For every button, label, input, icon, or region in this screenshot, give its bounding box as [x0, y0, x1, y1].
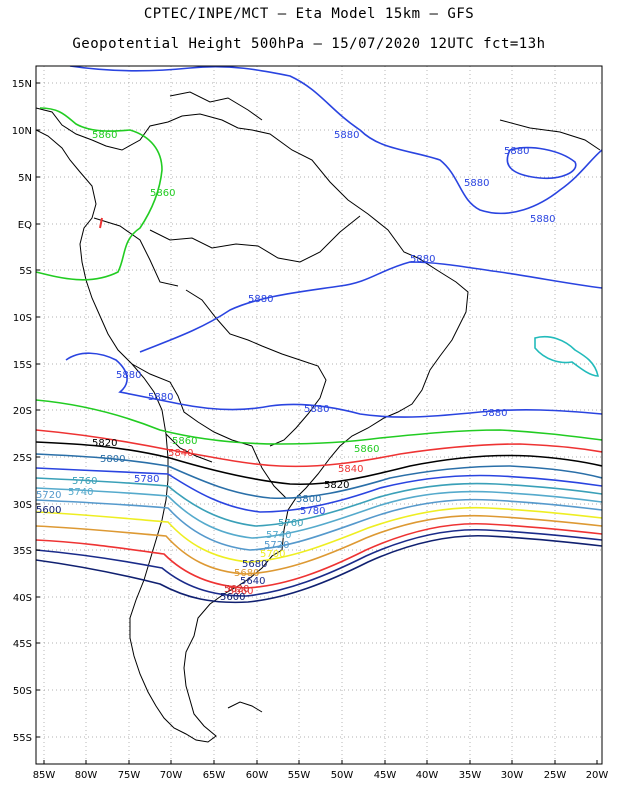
frame-ticks — [36, 82, 598, 764]
contour-5680 — [36, 514, 602, 575]
lon-label: 30W — [501, 770, 524, 781]
lat-label: 20S — [13, 406, 32, 417]
longitude-labels: 85W 80W 75W 70W 65W 60W 55W 50W 45W 40W … — [33, 770, 609, 781]
contour-5700 — [36, 506, 602, 563]
lat-label: 15N — [12, 79, 32, 90]
contour-5600 — [36, 534, 602, 604]
contour-5880-amazon — [139, 261, 602, 353]
lon-label: 35W — [459, 770, 482, 781]
contour-label: 5880 — [464, 178, 489, 189]
contour-label: 5760 — [72, 476, 97, 487]
grid-lines — [36, 66, 602, 764]
contour-label: 5720 — [264, 540, 289, 551]
contour-label: 5880 — [504, 146, 529, 157]
lat-label: 25S — [13, 453, 32, 464]
contour-label: 5860 — [150, 188, 175, 199]
lat-label: EQ — [18, 220, 32, 231]
contour-label: 5860 — [354, 444, 379, 455]
red-marker — [99, 217, 103, 229]
lon-label: 45W — [374, 770, 397, 781]
contour-label: 5720 — [36, 490, 61, 501]
contour-label: 5840 — [338, 464, 363, 475]
contour-label: 5840 — [168, 448, 193, 459]
lat-label: 10S — [13, 313, 32, 324]
contour-label: 5680 — [242, 559, 267, 570]
contour-5860-north — [36, 107, 163, 281]
latitude-labels: 15N 10N 5N EQ 5S 10S 15S 20S 25S 30S 35S… — [12, 79, 32, 744]
contour-5880-west — [65, 352, 181, 405]
contour-5820 — [36, 441, 602, 486]
lat-label: 35S — [13, 546, 32, 557]
lon-label: 25W — [544, 770, 567, 781]
contour-label: 5760 — [278, 518, 303, 529]
contour-5880-north — [69, 66, 602, 215]
map-frame — [35, 65, 603, 765]
contour-5860 — [36, 399, 602, 445]
contour-label: 5880 — [334, 130, 359, 141]
contour-5780 — [36, 467, 602, 513]
coastline — [36, 91, 601, 743]
map-title: CPTEC/INPE/MCT – Eta Model 15km – GFS — [143, 6, 475, 22]
lon-label: 20W — [586, 770, 609, 781]
contour-label: 5880 — [304, 404, 329, 415]
contour-label: 5860 — [172, 436, 197, 447]
contour-5640 — [36, 528, 602, 597]
lat-label: 10N — [12, 126, 32, 137]
lat-label: 30S — [13, 500, 32, 511]
contour-cyan-atlantic — [534, 335, 599, 377]
contour-label: 5800 — [100, 454, 125, 465]
lat-label: 5N — [18, 173, 32, 184]
contour-label: 5880 — [482, 408, 507, 419]
contour-5720 — [36, 498, 602, 551]
lon-label: 60W — [246, 770, 269, 781]
lat-label: 45S — [13, 639, 32, 650]
contour-label: 5880 — [116, 370, 141, 381]
lat-label: 5S — [19, 266, 32, 277]
contour-label: 5680 — [234, 568, 259, 579]
lat-label: 15S — [13, 360, 32, 371]
contour-5760 — [36, 477, 602, 527]
contour-label: 5700 — [260, 549, 285, 560]
contour-label: 5820 — [92, 438, 117, 449]
contour-label: 5740 — [68, 487, 93, 498]
contour-label: 5740 — [266, 530, 291, 541]
contour-label: 5820 — [324, 480, 349, 491]
lat-label: 40S — [13, 593, 32, 604]
contour-5800 — [36, 453, 602, 500]
contour-label: 5880 — [410, 254, 435, 265]
contour-5740 — [36, 487, 602, 539]
contour-label: 5860 — [92, 130, 117, 141]
lon-label: 40W — [416, 770, 439, 781]
contour-label: 5640 — [240, 576, 265, 587]
lon-label: 55W — [288, 770, 311, 781]
contour-labels: 5880 5880 5880 5880 5880 5880 5880 5880 … — [36, 130, 555, 603]
contour-label: 5800 — [296, 494, 321, 505]
lat-label: 50S — [13, 686, 32, 697]
contour-label: 5880 — [248, 294, 273, 305]
contour-label: 5620 — [224, 584, 249, 595]
lon-label: 85W — [33, 770, 56, 781]
contour-5840 — [36, 429, 602, 468]
map-subtitle: Geopotential Height 500hPa – 15/07/2020 … — [72, 36, 546, 52]
contour-label: 5780 — [134, 474, 159, 485]
contour-label: 5880 — [148, 392, 173, 403]
lon-label: 50W — [331, 770, 354, 781]
lon-label: 70W — [160, 770, 183, 781]
contour-label: 5660 — [228, 586, 253, 597]
lon-label: 80W — [75, 770, 98, 781]
lon-label: 65W — [203, 770, 226, 781]
contour-label: 5780 — [300, 506, 325, 517]
contour-label: 5600 — [36, 505, 61, 516]
contour-5880-island — [506, 146, 577, 180]
contour-label: 5880 — [530, 214, 555, 225]
contour-5880-south — [179, 403, 602, 418]
lat-label: 55S — [13, 733, 32, 744]
contour-label: 5600 — [220, 592, 245, 603]
contour-5660 — [36, 522, 602, 589]
lon-label: 75W — [118, 770, 141, 781]
